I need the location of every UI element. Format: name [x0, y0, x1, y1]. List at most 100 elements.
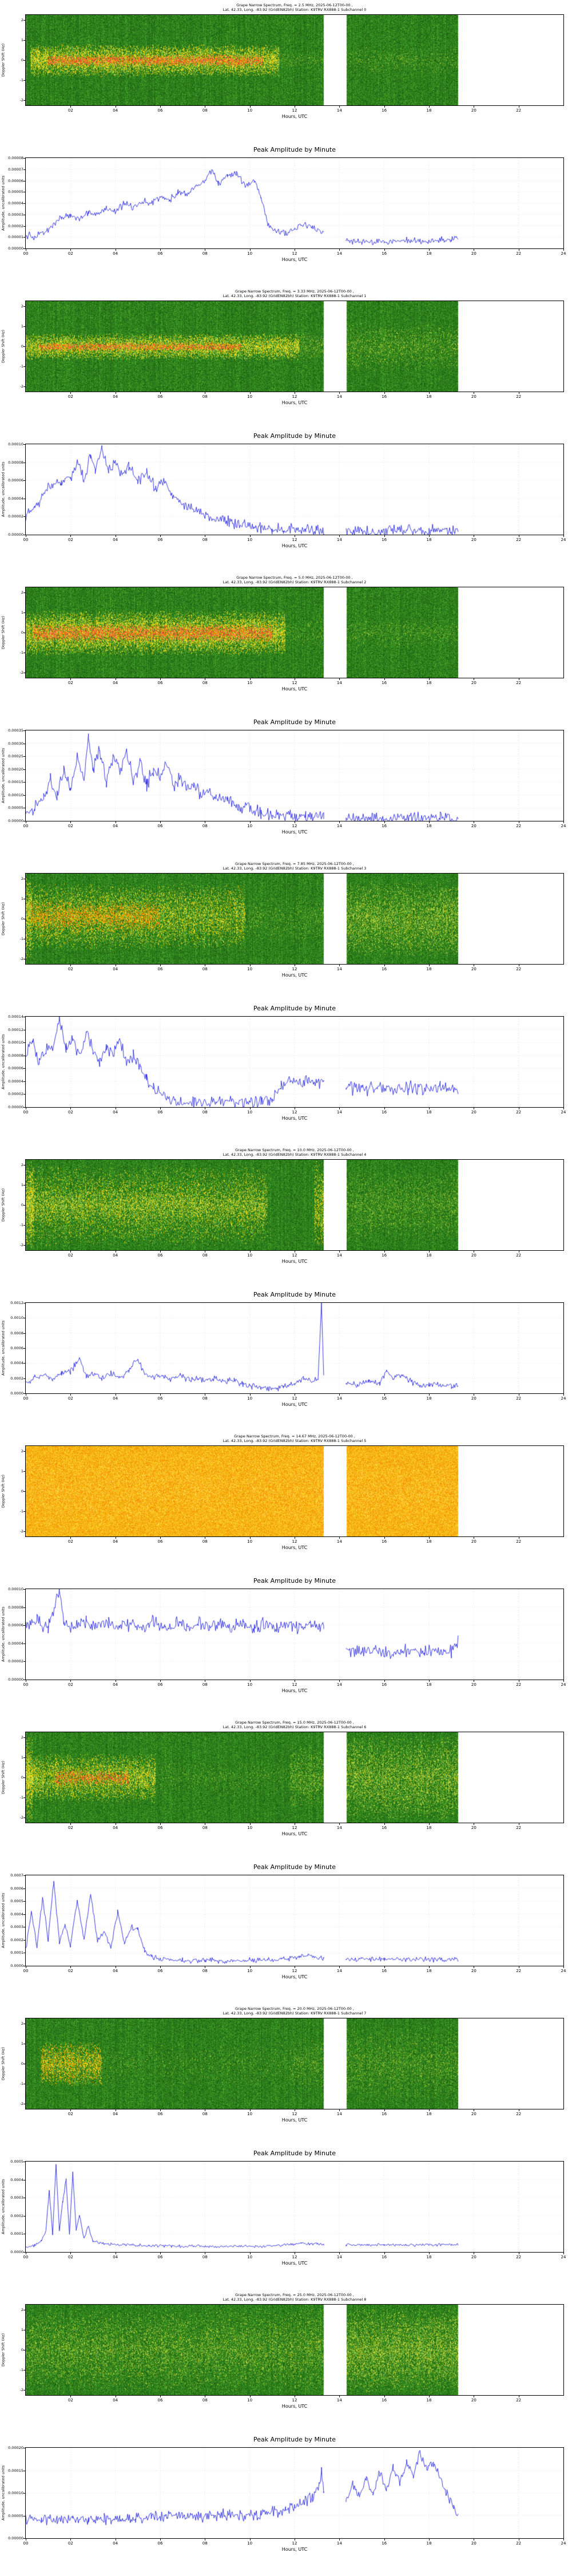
- x-tick-label: 10: [247, 2255, 253, 2259]
- x-tick-label: 12: [292, 1253, 297, 1258]
- x-tick-mark: [339, 1823, 340, 1825]
- line-chart-canvas: [26, 1875, 563, 1966]
- y-tick-mark: [23, 1661, 25, 1662]
- x-tick-mark: [249, 249, 251, 251]
- x-tick-mark: [160, 1394, 161, 1396]
- figure-subtitle: Lat. 42.33, Long. -83.92 (GridEN82bh) St…: [223, 866, 367, 871]
- x-tick-label: 12: [292, 2255, 297, 2259]
- y-tick-label: 0.0004: [10, 1361, 23, 1366]
- x-tick-label: 04: [113, 394, 118, 399]
- figure-title: Peak Amplitude by Minute: [253, 718, 336, 726]
- figure-subtitle: Lat. 42.33, Long. -83.92 (GridEN82bh) St…: [223, 580, 367, 584]
- y-tick-label: 0: [21, 58, 23, 62]
- figure-title: Peak Amplitude by Minute: [253, 1005, 336, 1012]
- spectrogram-figure-subchannel-5: Grape Narrow Spectrum, Freq. = 14.67 MHz…: [0, 1431, 572, 1574]
- peak-amplitude-figure-2: Peak Amplitude by Minute 00 02 04 06 08 10 12 14…: [0, 716, 572, 859]
- x-tick-label: 02: [67, 967, 73, 971]
- x-tick-mark: [339, 678, 340, 680]
- y-tick-label: -2: [19, 1815, 23, 1820]
- y-tick-label: 0.0000: [10, 1963, 23, 1968]
- y-tick-label: 0.00007: [8, 167, 23, 172]
- y-tick-mark: [23, 2538, 25, 2539]
- x-tick-label: 10: [247, 1253, 253, 1258]
- x-tick-label: 06: [157, 108, 163, 113]
- x-tick-label: 10: [247, 681, 253, 685]
- x-tick-label: 18: [426, 967, 432, 971]
- x-axis-label: Hours, UTC: [281, 257, 308, 262]
- plot-area: [25, 1159, 564, 1251]
- x-tick-mark: [429, 965, 430, 966]
- x-tick-label: 16: [382, 1253, 387, 1258]
- spectrogram-figure-subchannel-0: Grape Narrow Spectrum, Freq. = 2.5 MHz, …: [0, 0, 572, 143]
- figure-title: Grape Narrow Spectrum, Freq. = 5.0 MHz, …: [236, 575, 353, 580]
- y-tick-mark: [23, 306, 25, 307]
- y-tick-label: -2: [19, 384, 23, 389]
- y-tick-label: 0.00005: [8, 805, 23, 811]
- y-tick-mark: [23, 1185, 25, 1186]
- x-tick-mark: [249, 678, 251, 680]
- x-tick-mark: [160, 1537, 161, 1539]
- figure-title: Peak Amplitude by Minute: [253, 2150, 336, 2157]
- x-tick-label: 18: [426, 2255, 432, 2259]
- y-tick-label: 0.00010: [8, 1040, 23, 1045]
- x-tick-label: 22: [516, 2255, 522, 2259]
- x-tick-mark: [160, 535, 161, 537]
- y-tick-label: 0.00015: [8, 2468, 23, 2473]
- x-tick-mark: [70, 2253, 72, 2254]
- y-tick-label: 1: [21, 2041, 23, 2046]
- y-tick-mark: [23, 1107, 25, 1108]
- x-tick-label: 06: [157, 681, 163, 685]
- y-axis-label: Doppler Shift (Hz): [1, 330, 6, 363]
- x-tick-mark: [339, 1251, 340, 1253]
- plot-area: [25, 1016, 564, 1108]
- y-tick-mark: [23, 366, 25, 367]
- y-tick-label: 1: [21, 610, 23, 615]
- y-tick-label: 2: [21, 1163, 23, 1168]
- x-axis-label: Hours, UTC: [281, 2404, 308, 2409]
- x-tick-label: 16: [382, 108, 387, 113]
- x-tick-mark: [384, 678, 385, 680]
- y-tick-label: 0.0004: [10, 1911, 23, 1917]
- x-tick-label: 08: [202, 1826, 208, 1830]
- y-tick-label: 0.00005: [8, 189, 23, 195]
- plot-area: [25, 2161, 564, 2253]
- x-tick-mark: [160, 392, 161, 394]
- x-tick-label: 00: [23, 538, 29, 542]
- y-tick-label: 0.00002: [8, 1659, 23, 1664]
- x-tick-label: 18: [426, 1682, 432, 1687]
- x-tick-mark: [160, 1966, 161, 1968]
- x-tick-mark: [339, 965, 340, 966]
- x-tick-label: 04: [113, 1539, 118, 1544]
- x-tick-mark: [339, 1966, 340, 1968]
- spectrogram-canvas: [26, 301, 563, 392]
- x-tick-label: 02: [67, 2541, 73, 2546]
- x-tick-label: 02: [67, 1253, 73, 1258]
- x-tick-label: 18: [426, 2112, 432, 2116]
- x-tick-label: 12: [292, 1826, 297, 1830]
- y-tick-mark: [23, 80, 25, 81]
- y-tick-mark: [23, 1875, 25, 1876]
- y-tick-mark: [23, 1901, 25, 1902]
- y-tick-mark: [23, 756, 25, 757]
- spectrogram-figure-subchannel-8: Grape Narrow Spectrum, Freq. = 25.0 MHz,…: [0, 2290, 572, 2433]
- y-tick-mark: [23, 1625, 25, 1626]
- x-tick-label: 18: [426, 394, 432, 399]
- line-chart-canvas: [26, 1303, 563, 1393]
- y-tick-label: 0.00030: [8, 741, 23, 746]
- x-tick-label: 22: [516, 108, 522, 113]
- x-tick-label: 20: [471, 967, 476, 971]
- plot-area: [25, 873, 564, 965]
- y-tick-label: 0: [21, 2061, 23, 2066]
- x-tick-label: 04: [113, 251, 118, 256]
- x-tick-label: 18: [426, 2398, 432, 2403]
- line-chart-canvas: [26, 2162, 563, 2252]
- figure-title: Peak Amplitude by Minute: [253, 2436, 336, 2443]
- y-tick-label: -1: [19, 1222, 23, 1227]
- y-tick-label: 0.00000: [8, 2536, 23, 2541]
- x-tick-label: 04: [113, 2541, 118, 2546]
- y-tick-label: 0.00025: [8, 754, 23, 759]
- figure-title: Peak Amplitude by Minute: [253, 146, 336, 153]
- x-tick-label: 16: [382, 1110, 387, 1115]
- peak-amplitude-figure-1: Peak Amplitude by Minute 00 02 04 06 08 10 12 14…: [0, 429, 572, 572]
- x-tick-label: 18: [426, 251, 432, 256]
